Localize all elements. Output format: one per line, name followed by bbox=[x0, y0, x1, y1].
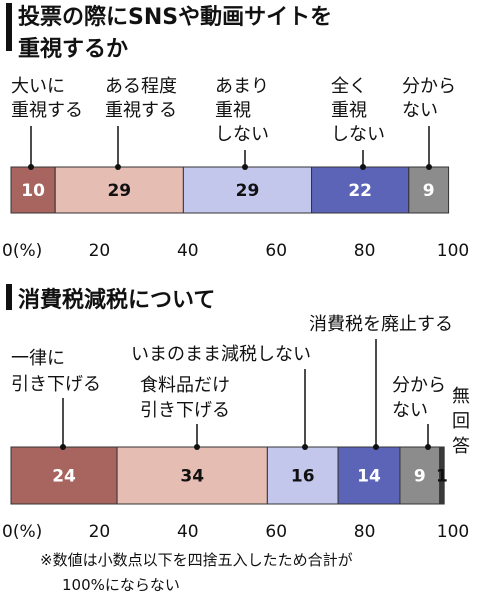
x-tick-label: 0(%) bbox=[2, 522, 42, 542]
bar-segment bbox=[439, 446, 445, 505]
leader-dot bbox=[194, 444, 200, 450]
leader-dot bbox=[426, 164, 432, 170]
data-label: 10 bbox=[21, 181, 45, 201]
chart-title-line: 消費税減税について bbox=[18, 287, 215, 313]
footnote: ※数値は小数点以下を四捨五入したため合計が 100%にならない bbox=[40, 551, 353, 594]
data-label: 9 bbox=[414, 467, 426, 487]
bar-segment bbox=[337, 446, 401, 505]
x-tick-label: 60 bbox=[265, 241, 287, 261]
data-label: 29 bbox=[236, 181, 260, 201]
footnote-line-1: ※数値は小数点以下を四捨五入したため合計が bbox=[40, 551, 353, 569]
legend-label: 大いに bbox=[11, 76, 65, 97]
data-label: 29 bbox=[107, 181, 131, 201]
x-tick-label: 60 bbox=[265, 522, 287, 542]
legend-label: 消費税を廃止する bbox=[309, 314, 453, 335]
leader-dot bbox=[242, 164, 248, 170]
leader-dot bbox=[60, 444, 66, 450]
legend-label: 一律に bbox=[11, 348, 65, 369]
data-label: 16 bbox=[291, 467, 315, 487]
x-tick-label: 20 bbox=[89, 522, 111, 542]
chart-title-line: 投票の際にSNSや動画サイトを bbox=[18, 4, 332, 30]
bar-segment bbox=[408, 166, 450, 214]
footnote-line-2: 100%にならない bbox=[62, 576, 180, 594]
legend-label: 重視 bbox=[215, 100, 251, 121]
legend-label: 分から bbox=[402, 76, 456, 97]
chart-title-line: 重視するか bbox=[18, 37, 128, 62]
data-label: 1 bbox=[436, 467, 448, 487]
legend-label: 重視 bbox=[331, 100, 367, 121]
x-tick-label: 80 bbox=[354, 522, 376, 542]
legend-label: 引き下げる bbox=[11, 374, 101, 395]
x-tick-label: 0(%) bbox=[2, 241, 42, 261]
leader-dot bbox=[373, 444, 379, 450]
legend-label: 食料品だけ bbox=[140, 375, 230, 396]
legend-label: 無 bbox=[452, 386, 470, 407]
leader-dot bbox=[425, 444, 431, 450]
legend-label: ない bbox=[392, 400, 428, 421]
legend-label: ない bbox=[402, 100, 438, 121]
bar-segment bbox=[311, 166, 410, 214]
legend-label: ある程度 bbox=[105, 76, 177, 97]
bar-segment bbox=[54, 166, 184, 214]
legend-label: 重視する bbox=[11, 100, 83, 121]
x-tick-label: 40 bbox=[177, 241, 199, 261]
leader-dot bbox=[28, 164, 34, 170]
legend-label: しない bbox=[215, 124, 269, 145]
legend-label: 全く bbox=[331, 76, 367, 97]
bar-segment bbox=[10, 166, 56, 214]
x-tick-label: 40 bbox=[177, 522, 199, 542]
data-label: 22 bbox=[348, 181, 372, 201]
leader-dot bbox=[115, 164, 121, 170]
legend-label: あまり bbox=[215, 76, 269, 97]
data-label: 9 bbox=[423, 181, 435, 201]
legend-label: 引き下げる bbox=[140, 400, 230, 421]
bar-segment bbox=[116, 446, 268, 505]
legend-label: 分から bbox=[392, 375, 446, 396]
data-label: 34 bbox=[180, 467, 204, 487]
legend-label: 重視する bbox=[105, 100, 177, 121]
data-label: 24 bbox=[52, 467, 76, 487]
legend-label: しない bbox=[331, 124, 385, 145]
x-tick-label: 80 bbox=[354, 241, 376, 261]
title-accent bbox=[6, 3, 12, 51]
x-tick-label: 20 bbox=[89, 241, 111, 261]
x-tick-label: 100 bbox=[437, 241, 469, 261]
title-accent bbox=[6, 284, 12, 310]
leader-dot bbox=[302, 444, 308, 450]
data-label: 14 bbox=[357, 467, 381, 487]
legend-label: 回 bbox=[452, 411, 470, 432]
leader-dot bbox=[360, 164, 366, 170]
legend-label: 答 bbox=[452, 436, 470, 457]
legend-label: いまのまま減税しない bbox=[131, 344, 311, 365]
x-tick-label: 100 bbox=[437, 522, 469, 542]
